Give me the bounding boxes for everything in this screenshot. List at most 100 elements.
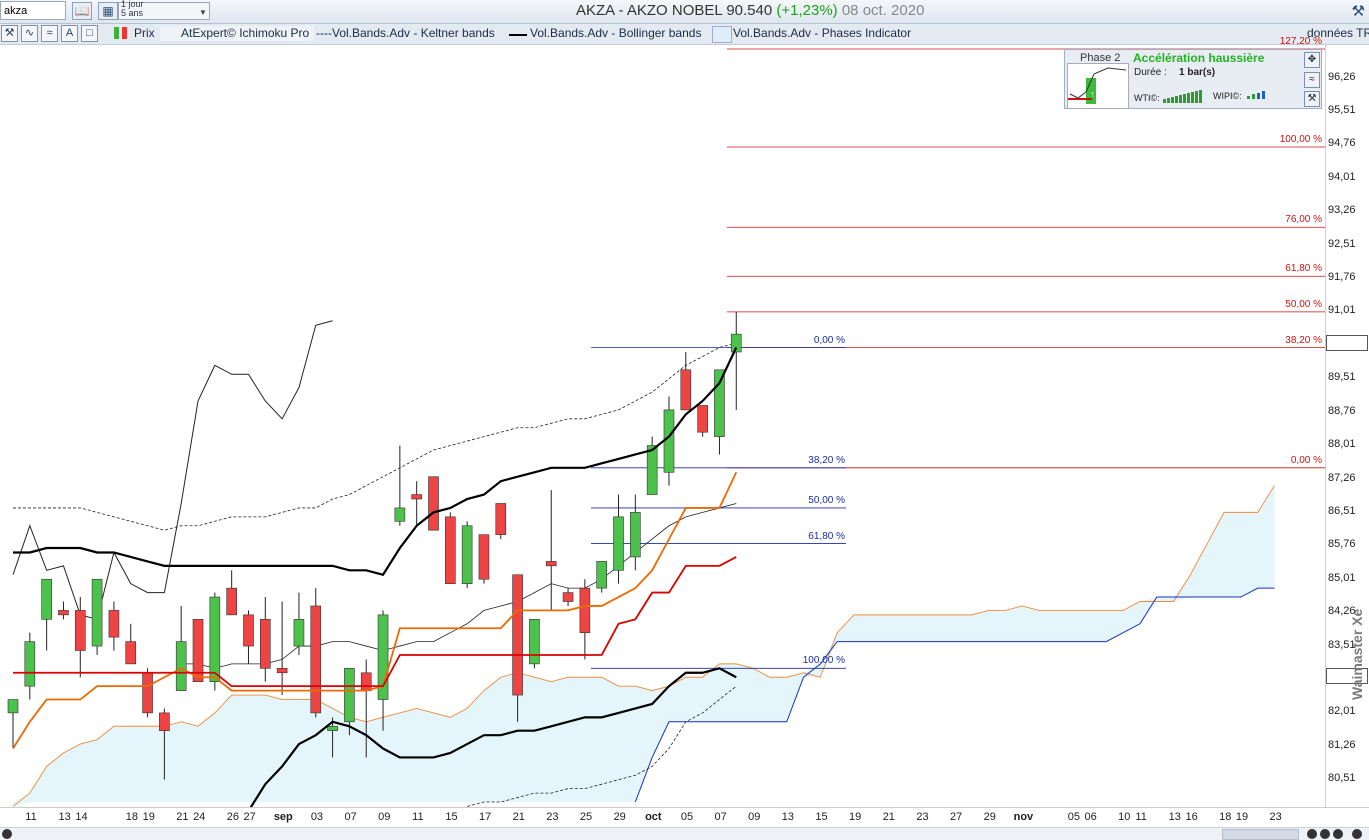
- period-label: 1 jour 5 ans: [121, 0, 144, 18]
- candle-body: [226, 587, 237, 616]
- date-tick-label: 18: [125, 811, 139, 823]
- tools-icon[interactable]: ⚒: [1, 25, 18, 42]
- candle-body: [175, 641, 187, 691]
- price-tick-label: 94,01: [1328, 170, 1356, 183]
- price-tick-label: 96,26: [1328, 70, 1356, 83]
- fib-label-left: 0,00 %: [813, 334, 845, 346]
- symbol-input[interactable]: [0, 1, 66, 20]
- indicator-icon[interactable]: ≈: [41, 25, 58, 42]
- current-price-marker: [1326, 335, 1368, 351]
- phase-curve: [1069, 67, 1127, 99]
- zoom-in-icon[interactable]: [1333, 829, 1343, 839]
- date-tick-label: 19: [1235, 811, 1249, 823]
- window-icon[interactable]: □: [81, 25, 98, 42]
- price-tick-label: 88,76: [1328, 404, 1356, 417]
- chevron-down-icon[interactable]: ▼: [199, 8, 207, 17]
- date-tick-label: 14: [75, 811, 88, 823]
- date-tick-label: 13: [781, 811, 795, 823]
- data-source-label: données TR: [1307, 26, 1369, 40]
- candle-body: [478, 534, 490, 580]
- candle-body: [411, 494, 422, 500]
- candle-body: [630, 512, 641, 558]
- instrument-title: AKZA - AKZO NOBEL 90.540: [576, 2, 773, 19]
- price-tick-label: 91,01: [1328, 304, 1356, 317]
- line-chart-icon[interactable]: ∿: [21, 25, 38, 42]
- calendar-icon[interactable]: ▦: [98, 2, 118, 20]
- candle-body: [259, 619, 271, 669]
- fib-label-left: 100,00 %: [802, 655, 845, 667]
- chart-icon[interactable]: ≈: [1304, 72, 1320, 88]
- price-tick-label: 83,51: [1328, 638, 1356, 651]
- indicator-ichimoku[interactable]: AtExpert© Ichimoku Pro: [181, 26, 310, 40]
- period-selector[interactable]: [118, 2, 210, 20]
- date-tick-label: 13: [58, 811, 71, 823]
- candle-body: [91, 578, 103, 647]
- fib-label-right: 0,00 %: [1290, 454, 1322, 466]
- candle-body: [58, 610, 69, 616]
- ap-icon[interactable]: A: [61, 25, 78, 42]
- candle-body: [697, 405, 708, 433]
- fib-label-right: 100,00 %: [1279, 134, 1322, 146]
- price-tick-label: 89,51: [1328, 371, 1356, 384]
- price-change: (+1,23%): [776, 2, 838, 19]
- tools-icon[interactable]: ⚒: [1351, 3, 1365, 20]
- candle-body: [24, 641, 36, 687]
- price-tick-label: 91,76: [1328, 271, 1356, 284]
- candle-body: [276, 668, 288, 674]
- fib-label-right: 127,20 %: [1279, 36, 1322, 47]
- zoom-out-icon[interactable]: [1307, 829, 1317, 839]
- candle-body: [142, 672, 153, 714]
- candle-body: [125, 641, 137, 665]
- price-tick-label: 80,51: [1328, 772, 1356, 785]
- candle-body: [646, 445, 658, 495]
- candle-body: [344, 668, 355, 723]
- indicator-chip: [160, 26, 314, 41]
- phase-duration-value: 1 bar(s): [1179, 67, 1216, 78]
- wipi-signal-icon: [1247, 91, 1265, 99]
- bollinger-upper-line: [13, 347, 738, 577]
- wti-signal-icon: [1163, 90, 1202, 103]
- wrench-icon[interactable]: ⚒: [1304, 91, 1320, 107]
- indicator-keltner[interactable]: ----Vol.Bands.Adv - Keltner bands: [316, 26, 495, 40]
- date-tick-label: 21: [882, 811, 895, 823]
- candle-body: [41, 578, 52, 620]
- indicator-bollinger[interactable]: Vol.Bands.Adv - Bollinger bands: [530, 26, 702, 40]
- price-chart[interactable]: [0, 45, 1325, 812]
- date-tick-label: 07: [344, 811, 357, 823]
- price-tick-label: 88,01: [1328, 438, 1356, 451]
- candle-body: [579, 587, 591, 633]
- date-tick-label: 21: [176, 811, 189, 823]
- horizontal-scrollbar[interactable]: [0, 827, 1369, 840]
- date-tick-label: 10: [1118, 811, 1131, 823]
- phase-thumbnail: ↑: [1067, 63, 1129, 109]
- price-tick-label: 85,76: [1328, 538, 1356, 551]
- move-icon[interactable]: ✥: [1304, 52, 1320, 68]
- keltner-upper-line: [13, 342, 737, 531]
- tenkan-line: [12, 471, 738, 750]
- candle-body: [461, 525, 473, 584]
- scroll-left-icon[interactable]: [2, 829, 12, 839]
- chart-plot-area[interactable]: [0, 45, 1325, 812]
- candle-body: [512, 574, 523, 696]
- bear-candle-icon: [122, 27, 127, 39]
- zoom-reset-icon[interactable]: [1320, 829, 1330, 839]
- quote-date: 08 oct. 2020: [841, 2, 925, 19]
- date-tick-label: 11: [1135, 811, 1147, 823]
- scrollbar-thumb[interactable]: [1222, 829, 1299, 840]
- indicator-price[interactable]: Prix: [134, 26, 155, 40]
- page-title: AKZA - AKZO NOBEL 90.540 (+1,23%) 08 oct…: [576, 2, 924, 19]
- senkou-span-b-line: [634, 587, 1275, 803]
- date-tick-label: 13: [1168, 811, 1181, 823]
- scroll-right-icon[interactable]: [1352, 829, 1362, 839]
- book-icon[interactable]: 📖: [72, 2, 92, 20]
- date-tick-label: 15: [445, 811, 458, 823]
- phase-name: Phase 2: [1080, 52, 1121, 64]
- indicator-phases[interactable]: Vol.Bands.Adv - Phases Indicator: [733, 26, 912, 40]
- candle-body: [293, 619, 305, 647]
- candle-body: [596, 561, 608, 589]
- date-tick-label: 23: [1269, 811, 1282, 823]
- date-tick-label: 25: [579, 811, 593, 823]
- candle-body: [613, 516, 624, 571]
- date-tick-label: 16: [1185, 811, 1198, 823]
- price-tick-label: 86,51: [1328, 504, 1356, 517]
